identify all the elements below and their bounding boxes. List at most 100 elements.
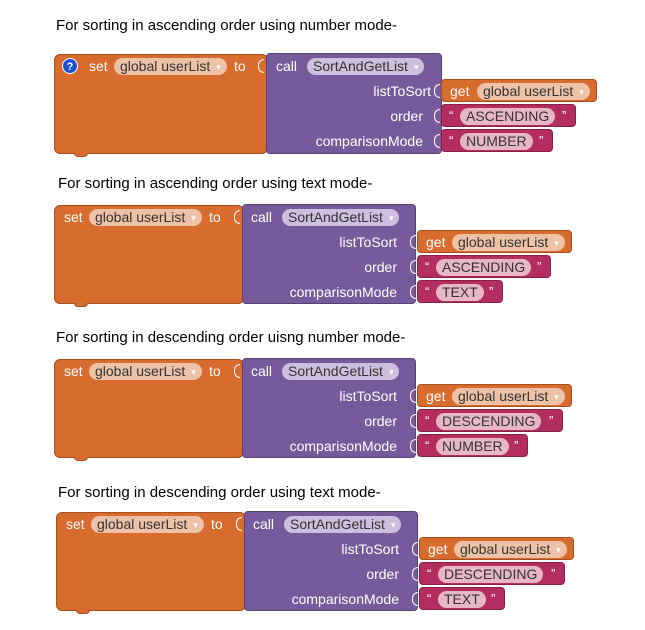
- get-variable-dropdown[interactable]: global userList ▾: [454, 541, 567, 558]
- to-label: to: [209, 209, 221, 225]
- section-title: For sorting in ascending order using tex…: [58, 175, 373, 192]
- input-connector: [410, 414, 416, 428]
- input-connector: [412, 567, 418, 581]
- close-quote: ”: [549, 413, 554, 428]
- get-variable-dropdown[interactable]: global userList ▾: [452, 388, 565, 405]
- chevron-down-icon: ▾: [388, 213, 394, 223]
- get-label: get: [450, 83, 470, 99]
- get-variable-block[interactable]: get global userList ▾: [441, 79, 597, 102]
- close-quote: ”: [551, 566, 556, 581]
- chevron-down-icon: ▾: [191, 367, 196, 377]
- chevron-down-icon: ▾: [554, 392, 559, 402]
- help-icon[interactable]: ?: [62, 58, 78, 74]
- to-label: to: [209, 363, 221, 379]
- param-label-comparisonMode: comparisonMode: [291, 591, 399, 607]
- call-label: call: [253, 516, 275, 532]
- chevron-down-icon: ▾: [554, 238, 559, 248]
- text-value[interactable]: DESCENDING: [438, 566, 544, 583]
- input-connector: [434, 109, 440, 123]
- block-notch: [74, 457, 88, 461]
- variable-dropdown[interactable]: global userList ▾: [89, 209, 202, 226]
- text-literal-block[interactable]: “ ASCENDING ”: [417, 255, 551, 278]
- open-quote: “: [449, 133, 454, 148]
- section-title: For sorting in descending order uisng nu…: [56, 329, 406, 346]
- to-label: to: [234, 58, 246, 74]
- procedure-name: SortAndGetList: [288, 209, 383, 225]
- procedure-dropdown[interactable]: SortAndGetList ▾: [282, 209, 400, 226]
- input-connector: [410, 439, 416, 453]
- text-literal-block[interactable]: “ DESCENDING ”: [417, 409, 563, 432]
- block-notch: [76, 610, 90, 614]
- call-label: call: [251, 209, 273, 225]
- open-quote: “: [427, 566, 432, 581]
- input-connector: [410, 389, 416, 403]
- procedure-name: SortAndGetList: [290, 516, 385, 532]
- procedure-dropdown[interactable]: SortAndGetList ▾: [307, 58, 425, 75]
- param-label-comparisonMode: comparisonMode: [315, 133, 423, 149]
- get-variable-block[interactable]: get global userList ▾: [419, 537, 574, 560]
- param-label-comparisonMode: comparisonMode: [289, 284, 397, 300]
- chevron-down-icon: ▾: [390, 520, 396, 530]
- set-label: set: [64, 209, 83, 225]
- input-connector: [234, 364, 240, 378]
- text-literal-block[interactable]: “ NUMBER ”: [417, 434, 528, 457]
- text-value[interactable]: NUMBER: [436, 438, 509, 455]
- variable-name: global userList: [95, 363, 186, 379]
- text-literal-block[interactable]: “ DESCENDING ”: [419, 562, 565, 585]
- get-label: get: [428, 541, 448, 557]
- input-connector: [234, 210, 240, 224]
- call-label: call: [251, 363, 273, 379]
- procedure-dropdown[interactable]: SortAndGetList ▾: [284, 516, 402, 533]
- get-variable-name: global userList: [483, 83, 574, 99]
- text-value[interactable]: ASCENDING: [460, 108, 556, 125]
- variable-dropdown[interactable]: global userList ▾: [91, 516, 204, 533]
- text-literal-block[interactable]: “ ASCENDING ”: [441, 104, 576, 127]
- variable-dropdown[interactable]: global userList ▾: [114, 58, 227, 75]
- get-variable-block[interactable]: get global userList ▾: [417, 230, 572, 253]
- text-literal-block[interactable]: “ TEXT ”: [419, 587, 505, 610]
- chevron-down-icon: ▾: [388, 367, 394, 377]
- param-label-order: order: [364, 259, 397, 275]
- get-variable-name: global userList: [458, 388, 549, 404]
- text-literal-block[interactable]: “ TEXT ”: [417, 280, 503, 303]
- input-connector: [412, 542, 418, 556]
- close-quote: ”: [514, 438, 519, 453]
- open-quote: “: [427, 591, 432, 606]
- input-connector: [410, 260, 416, 274]
- text-literal-block[interactable]: “ NUMBER ”: [441, 129, 553, 152]
- param-label-listToSort: listToSort: [339, 234, 397, 250]
- chevron-down-icon: ▾: [193, 520, 198, 530]
- param-label-order: order: [364, 413, 397, 429]
- to-label: to: [211, 516, 223, 532]
- text-value[interactable]: NUMBER: [460, 133, 533, 150]
- close-quote: ”: [539, 133, 544, 148]
- text-value[interactable]: TEXT: [436, 284, 484, 301]
- variable-name: global userList: [97, 516, 188, 532]
- block-group: ? set global userList ▾ to call SortAndGe…: [0, 0, 645, 160]
- variable-dropdown[interactable]: global userList ▾: [89, 363, 202, 380]
- input-connector: [236, 517, 242, 531]
- text-value[interactable]: TEXT: [438, 591, 486, 608]
- block-notch: [74, 303, 88, 307]
- text-value[interactable]: ASCENDING: [436, 259, 532, 276]
- set-label: set: [64, 363, 83, 379]
- close-quote: ”: [491, 591, 496, 606]
- get-variable-block[interactable]: get global userList ▾: [417, 384, 572, 407]
- close-quote: ”: [537, 259, 542, 274]
- block-group: set global userList ▾ to call SortAndGetL…: [0, 0, 645, 307]
- chevron-down-icon: ▾: [579, 87, 584, 97]
- get-variable-dropdown[interactable]: global userList ▾: [477, 83, 590, 100]
- get-variable-name: global userList: [458, 234, 549, 250]
- block-group: set global userList ▾ to call SortAndGetL…: [0, 0, 645, 461]
- input-connector: [258, 59, 264, 73]
- section-title: For sorting in ascending order using num…: [56, 17, 398, 34]
- close-quote: ”: [562, 108, 567, 123]
- block-group: set global userList ▾ to call SortAndGetL…: [0, 0, 645, 614]
- chevron-down-icon: ▾: [191, 213, 196, 223]
- param-label-order: order: [366, 566, 399, 582]
- text-value[interactable]: DESCENDING: [436, 413, 542, 430]
- procedure-dropdown[interactable]: SortAndGetList ▾: [282, 363, 400, 380]
- get-variable-dropdown[interactable]: global userList ▾: [452, 234, 565, 251]
- variable-name: global userList: [95, 209, 186, 225]
- param-label-listToSort: listToSort: [339, 388, 397, 404]
